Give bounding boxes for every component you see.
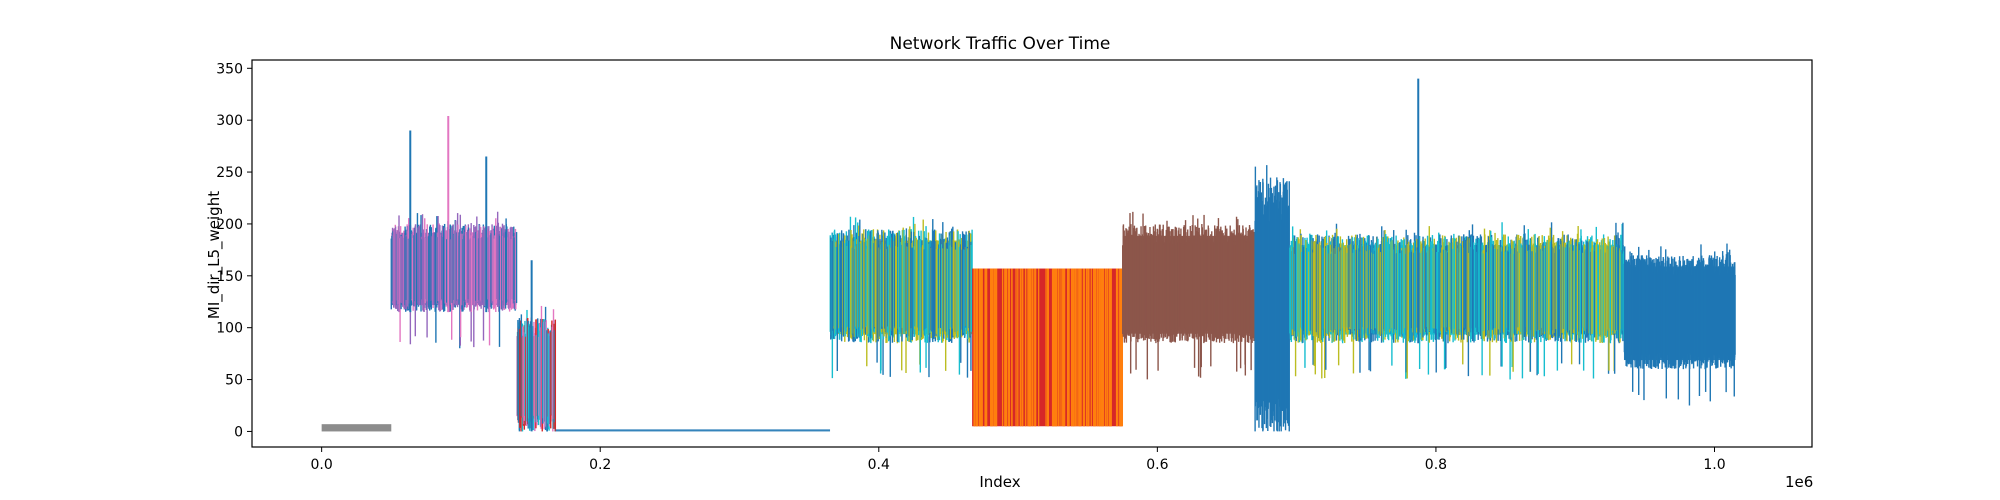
y-tick-label: 350: [216, 61, 243, 77]
y-tick-label: 0: [234, 424, 243, 440]
y-tick-label: 100: [216, 321, 243, 337]
x-axis-offset-label: 1e6: [1785, 473, 1814, 491]
x-tick-label: 0.8: [1425, 457, 1447, 473]
chart-title: Network Traffic Over Time: [889, 34, 1111, 54]
x-tick-label: 1.0: [1703, 457, 1725, 473]
x-tick-label: 0.4: [868, 457, 890, 473]
y-tick-label: 50: [225, 373, 243, 389]
y-tick-label: 200: [216, 217, 243, 233]
y-tick-label: 300: [216, 113, 243, 129]
x-axis-ticks: 0.0 0.2 0.4 0.6 0.8 1.0: [311, 447, 1726, 473]
x-tick-label: 0.6: [1146, 457, 1168, 473]
data-series: [321, 78, 1736, 432]
x-axis-label: Index: [979, 473, 1021, 491]
axes-frame: [251, 59, 1813, 448]
x-tick-label: 0.2: [589, 457, 611, 473]
y-tick-label: 150: [216, 269, 243, 285]
x-tick-label: 0.0: [311, 457, 333, 473]
y-axis-ticks: 0 50 100 150 200 250 300 350: [216, 61, 252, 440]
y-tick-label: 250: [216, 165, 243, 181]
